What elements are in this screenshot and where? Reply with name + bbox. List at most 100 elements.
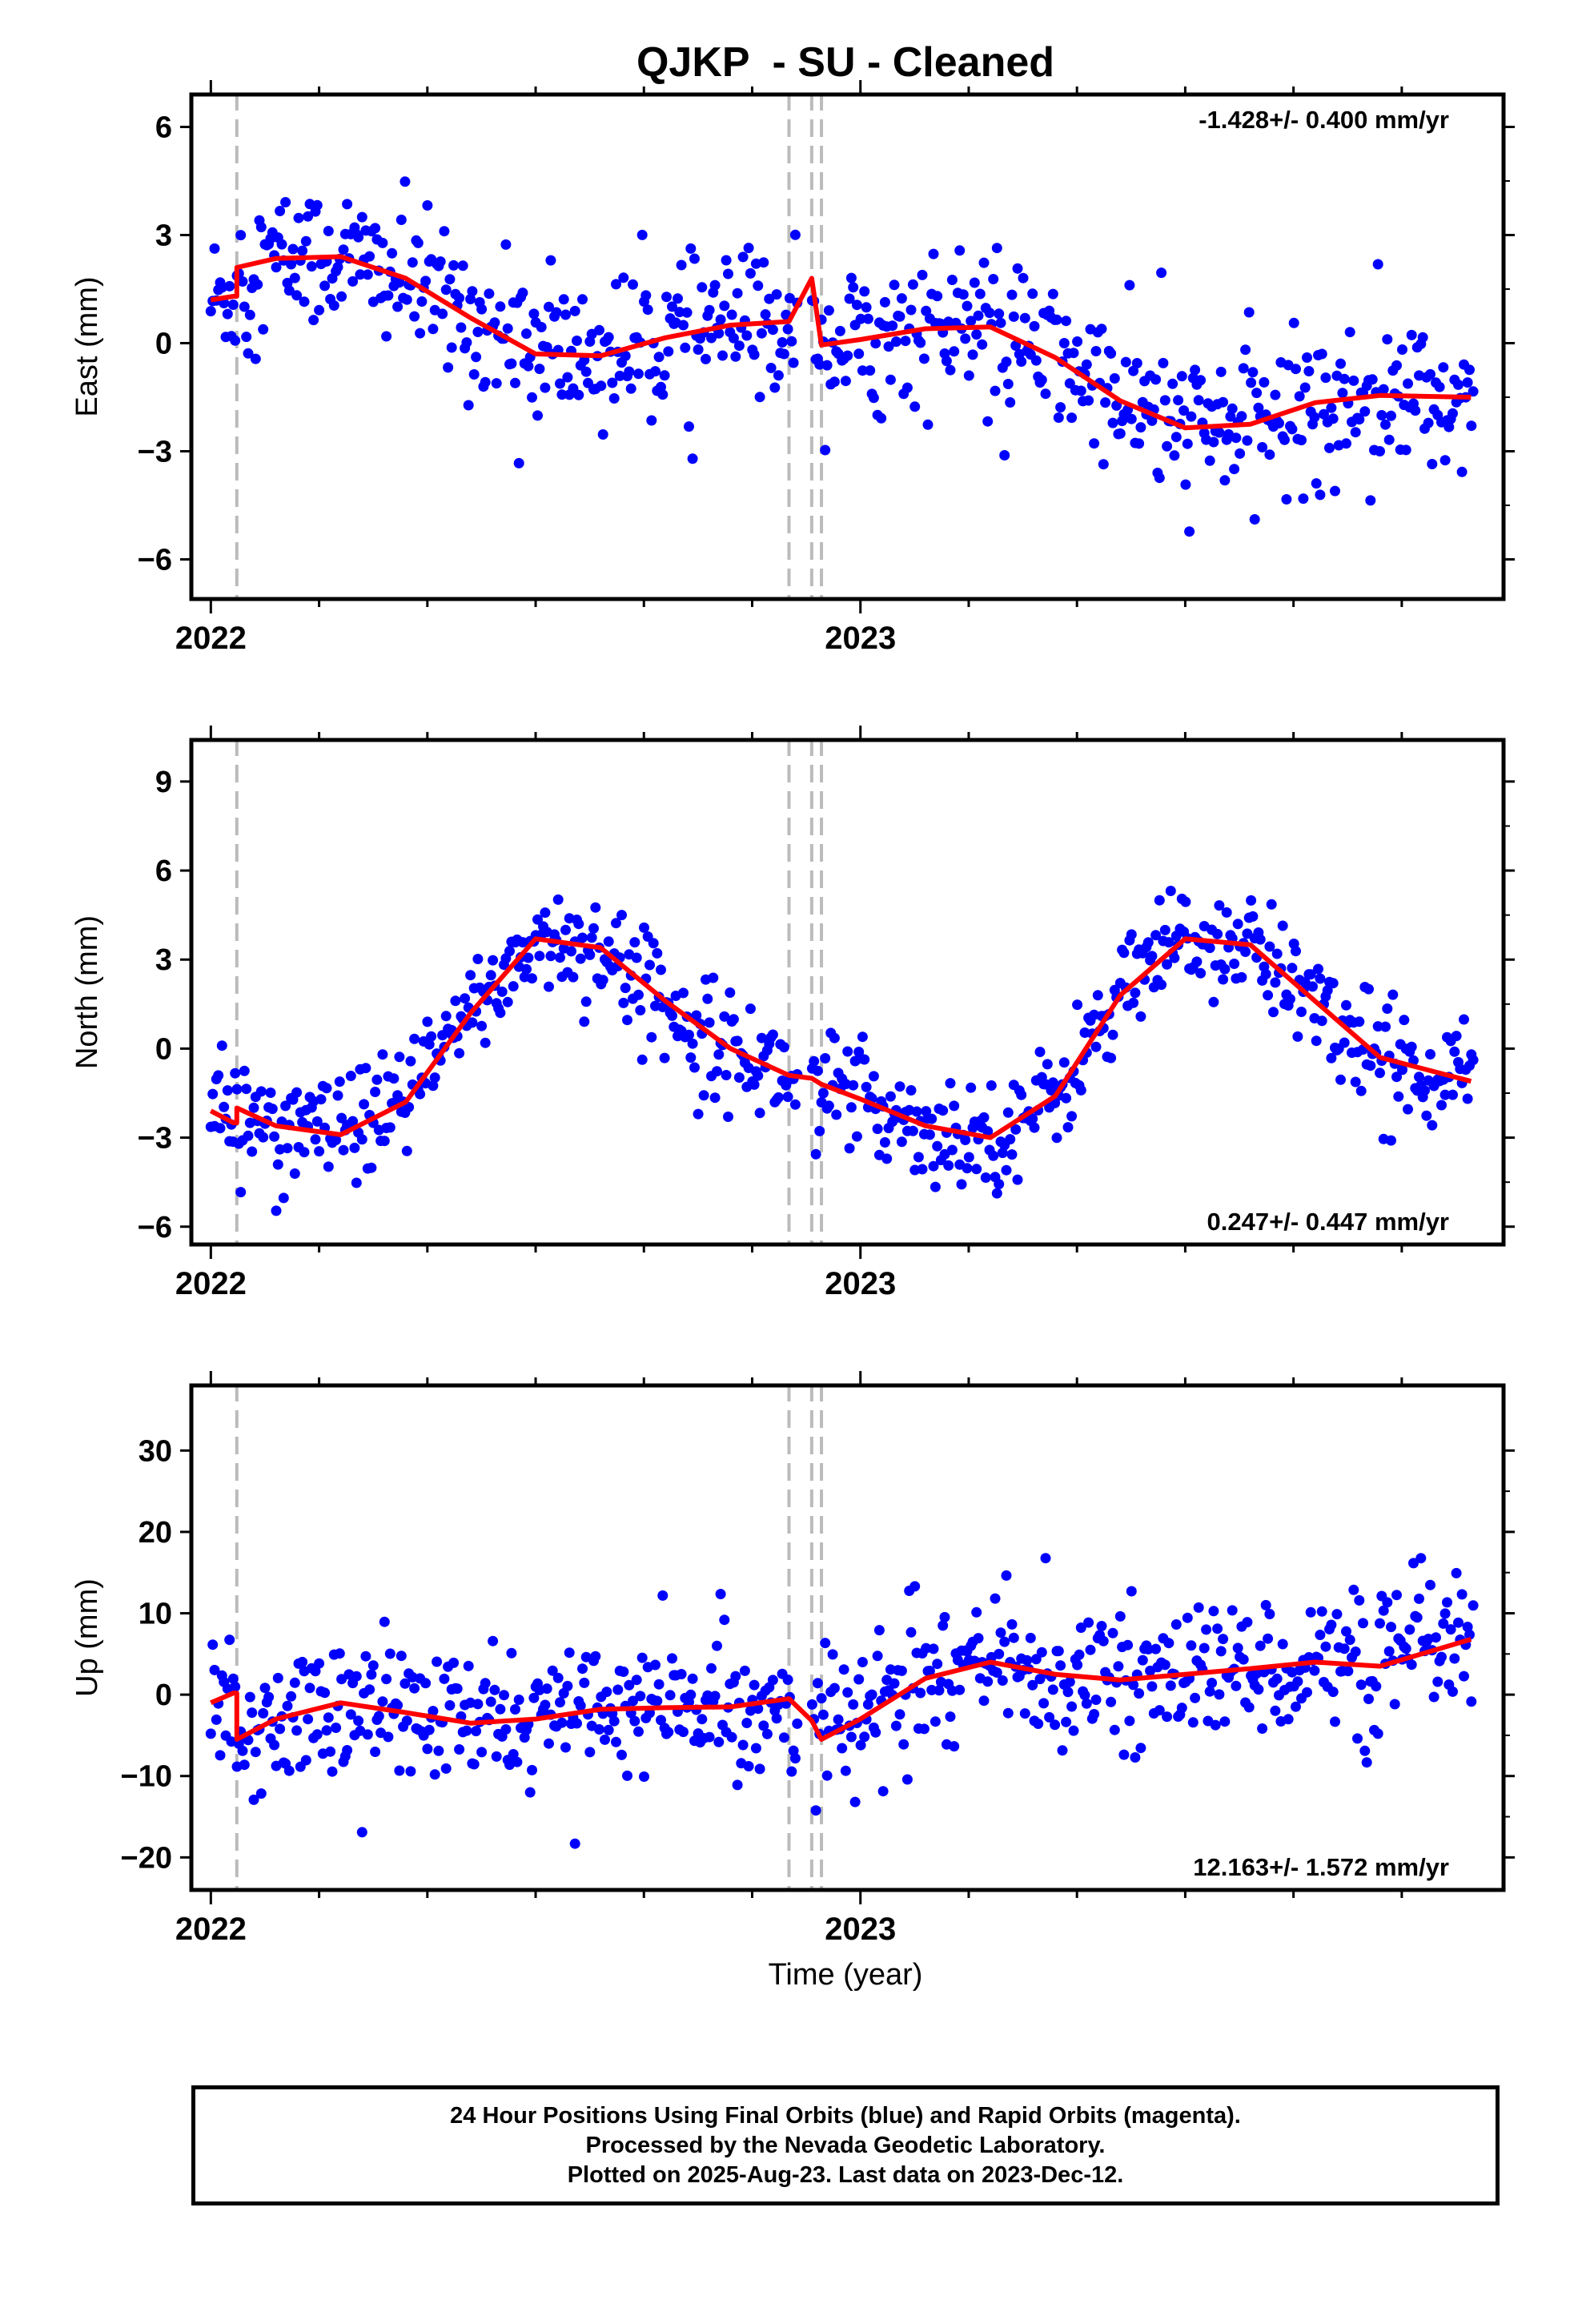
data-point: [994, 1648, 1005, 1659]
data-point: [750, 1743, 761, 1754]
data-point: [396, 1651, 407, 1662]
data-point: [381, 1674, 392, 1685]
data-point: [243, 348, 254, 359]
data-point: [222, 308, 233, 320]
data-point: [454, 292, 465, 304]
data-point: [1089, 438, 1100, 449]
data-point: [1176, 1703, 1187, 1714]
data-point: [1215, 1646, 1227, 1657]
data-point: [829, 1032, 840, 1043]
data-point: [665, 1690, 676, 1701]
data-point: [452, 1683, 463, 1695]
data-point: [611, 918, 621, 929]
data-point: [319, 1687, 331, 1699]
data-point: [1068, 348, 1079, 359]
data-point: [607, 377, 618, 388]
data-point: [552, 1672, 564, 1683]
data-point: [678, 320, 689, 331]
x-tick-label: 2023: [825, 1912, 896, 1947]
data-point: [1113, 1661, 1124, 1672]
data-point: [978, 257, 990, 268]
plot-frame: [189, 92, 1506, 601]
data-point: [618, 272, 629, 283]
plot-frame: [189, 738, 1506, 1247]
data-point: [753, 280, 764, 292]
data-point: [280, 1100, 291, 1112]
data-point: [633, 989, 644, 1000]
data-point: [667, 301, 677, 312]
data-point: [868, 392, 879, 404]
data-point: [1287, 963, 1298, 974]
data-point: [1277, 1638, 1288, 1650]
data-point: [1107, 417, 1118, 428]
data-point: [351, 1177, 362, 1188]
data-point: [401, 1715, 412, 1727]
data-point: [1064, 378, 1075, 389]
data-point: [1387, 989, 1399, 1000]
data-point: [409, 1683, 420, 1694]
data-point: [1294, 391, 1305, 402]
data-point: [597, 975, 608, 986]
data-point: [1002, 379, 1014, 389]
data-point: [1169, 952, 1180, 963]
data-point: [849, 1796, 861, 1807]
data-point: [471, 1726, 482, 1737]
data-point: [590, 902, 601, 913]
data-point: [1371, 1681, 1382, 1692]
data-point: [568, 971, 579, 983]
data-point: [761, 1728, 773, 1739]
data-point: [1167, 378, 1178, 389]
data-point: [827, 1649, 838, 1660]
data-point: [1126, 1586, 1137, 1597]
data-point: [315, 1094, 327, 1105]
data-point: [999, 450, 1010, 460]
data-point: [1447, 1686, 1458, 1697]
data-point: [719, 1011, 730, 1022]
data-point: [820, 1053, 831, 1063]
data-point: [1002, 1107, 1014, 1118]
data-point: [789, 1099, 801, 1110]
data-point: [278, 1192, 289, 1204]
data-point: [890, 336, 901, 348]
data-point: [552, 894, 564, 905]
data-point: [500, 1724, 512, 1735]
data-point: [618, 1667, 629, 1677]
data-point: [618, 997, 629, 1008]
data-point: [1058, 338, 1070, 348]
data-point: [1274, 418, 1284, 428]
data-point: [1309, 412, 1320, 423]
data-point: [566, 946, 576, 957]
data-point: [540, 907, 551, 919]
data-point: [1227, 1605, 1238, 1616]
data-point: [1315, 1630, 1326, 1640]
data-point: [889, 279, 900, 291]
data-point: [756, 1032, 767, 1043]
data-point: [215, 1750, 226, 1761]
data-point: [1010, 340, 1022, 351]
data-point: [1122, 1639, 1134, 1651]
data-point: [472, 327, 484, 337]
data-point: [1365, 495, 1376, 506]
data-point: [396, 215, 407, 225]
data-point: [603, 1724, 614, 1735]
data-point: [814, 359, 825, 370]
y-tick-label: 10: [139, 1598, 172, 1631]
data-point: [782, 1092, 793, 1103]
data-point: [579, 1677, 590, 1688]
data-point: [468, 369, 480, 380]
data-point: [1212, 1623, 1223, 1634]
data-point: [1359, 406, 1371, 417]
data-point: [1018, 272, 1029, 283]
data-point: [962, 1163, 973, 1174]
data-point: [978, 1695, 990, 1707]
data-point: [299, 296, 310, 308]
data-point: [1462, 1622, 1473, 1632]
data-point: [687, 1673, 698, 1684]
data-point: [424, 1039, 435, 1050]
data-point: [939, 1611, 950, 1622]
data-point: [1062, 1687, 1074, 1698]
data-point: [528, 1692, 540, 1703]
data-point: [1238, 1654, 1249, 1665]
data-point: [994, 308, 1005, 320]
data-point: [1173, 395, 1184, 406]
